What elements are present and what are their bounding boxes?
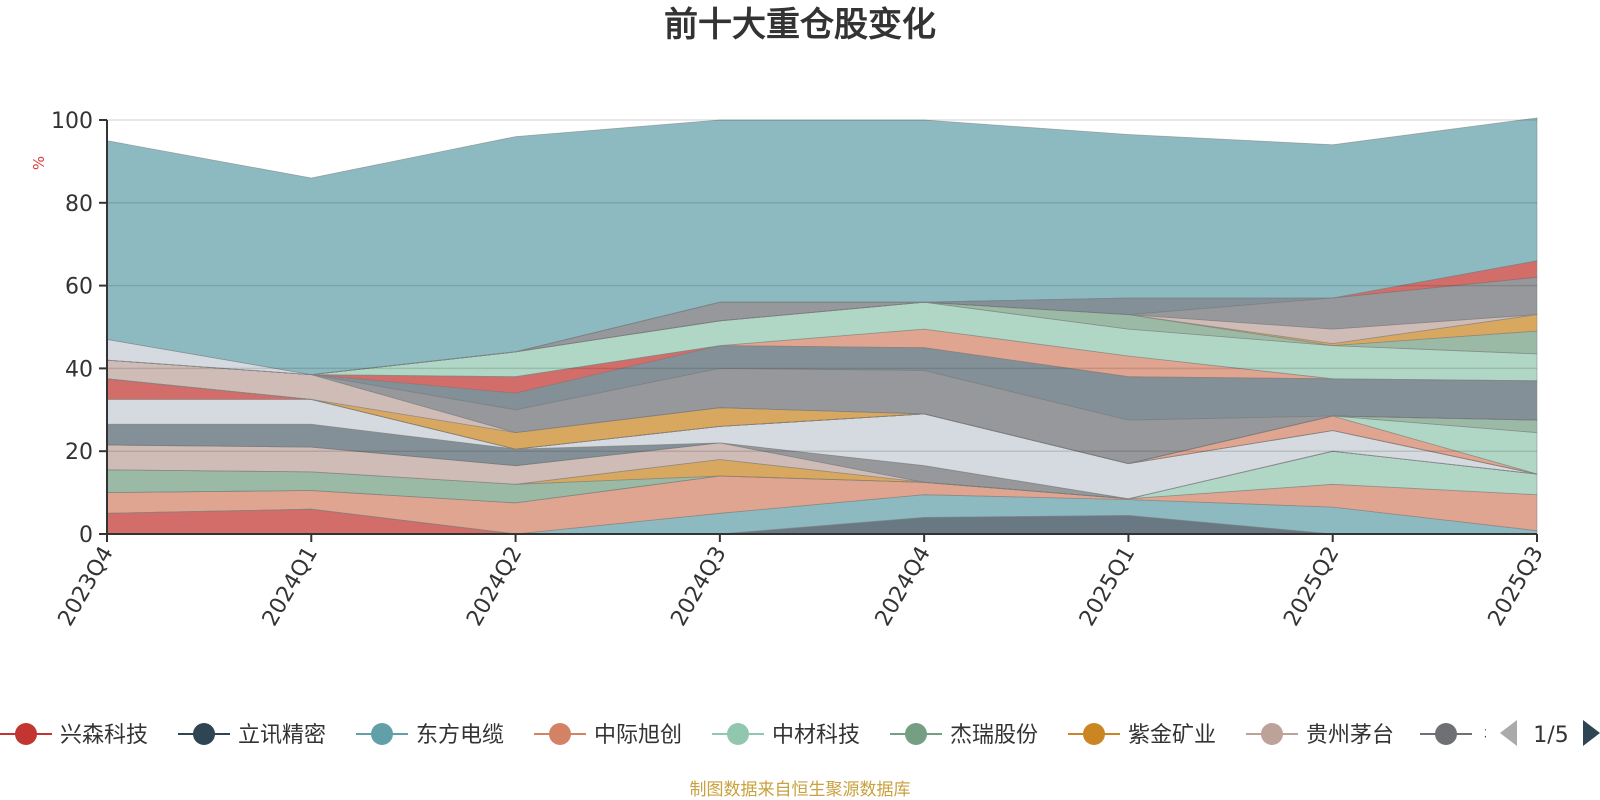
legend-marker (15, 723, 37, 745)
legend-item-8[interactable]: 贵州茅台 (1246, 723, 1394, 748)
x-tick-label: 2023Q4 (54, 542, 119, 630)
legend-label: 东方电缆 (416, 723, 504, 748)
legend-prev-page-icon[interactable] (1500, 720, 1517, 746)
legend-marker (193, 723, 215, 745)
legend-marker (371, 723, 393, 745)
data-source-note: 制图数据来自恒生聚源数据库 (690, 780, 911, 800)
y-tick-label: 0 (79, 523, 93, 548)
legend-label: 兴森科技 (60, 723, 148, 748)
legend-marker (727, 723, 749, 745)
chart-title: 前十大重仓股变化 (664, 5, 936, 45)
legend-label: 中材科技 (772, 723, 860, 748)
grid-lines (107, 119, 1537, 452)
legend-item-1[interactable]: 兴森科技 (0, 723, 148, 748)
x-tick-label: 2024Q1 (258, 542, 323, 630)
x-tick-label: 2025Q3 (1484, 542, 1549, 630)
y-tick-label: 40 (65, 357, 93, 382)
legend-label: 紫金矿业 (1128, 723, 1216, 748)
legend: 兴森科技 立讯精密 东方电缆 中际旭创 中材科技 杰瑞股份 紫金矿业 贵州茅台 彳 1/5 (0, 720, 1600, 748)
area-series-32 (106, 117, 1538, 376)
x-tick-label: 2025Q1 (1075, 542, 1140, 630)
legend-page-indicator: 1/5 (1533, 723, 1568, 748)
area-series-group (106, 117, 1538, 535)
x-tick-label: 2024Q2 (462, 542, 527, 630)
legend-marker (1261, 723, 1283, 745)
legend-item-6[interactable]: 杰瑞股份 (890, 723, 1038, 748)
legend-label: 杰瑞股份 (950, 723, 1038, 748)
legend-item-2[interactable]: 立讯精密 (178, 723, 326, 748)
x-tick-label: 2024Q4 (871, 542, 936, 630)
legend-item-partial[interactable]: 彳 (1420, 723, 1502, 748)
legend-next-page-icon[interactable] (1583, 720, 1600, 746)
legend-label: 中际旭创 (594, 723, 682, 748)
y-axis-unit: % (30, 156, 48, 170)
x-tick-label: 2025Q2 (1279, 542, 1344, 630)
y-tick-label: 60 (65, 275, 93, 300)
y-tick-label: 80 (65, 192, 93, 217)
legend-marker (1435, 723, 1457, 745)
legend-item-7[interactable]: 紫金矿业 (1068, 723, 1216, 748)
legend-item-5[interactable]: 中材科技 (712, 723, 860, 748)
legend-marker (905, 723, 927, 745)
legend-label: 立讯精密 (238, 723, 326, 748)
y-tick-label: 100 (51, 109, 93, 134)
legend-label: 彳 (1480, 723, 1502, 748)
y-tick-label: 20 (65, 440, 93, 465)
legend-label: 贵州茅台 (1306, 723, 1394, 748)
legend-item-3[interactable]: 东方电缆 (356, 723, 504, 748)
legend-marker (1083, 723, 1105, 745)
legend-marker (549, 723, 571, 745)
x-tick-label: 2024Q3 (666, 542, 731, 630)
legend-item-4[interactable]: 中际旭创 (534, 723, 682, 748)
